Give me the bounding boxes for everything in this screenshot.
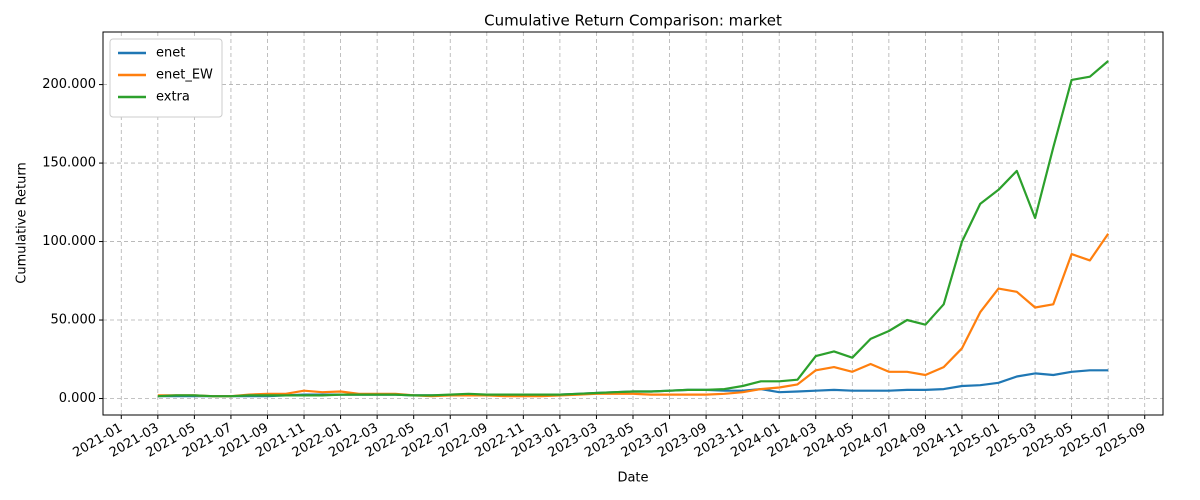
y-tick-label: 150.000 xyxy=(42,156,96,171)
x-axis-label: Date xyxy=(617,471,648,486)
y-tick-label: 100.000 xyxy=(42,234,96,249)
series-line xyxy=(157,233,1110,398)
legend-label: extra xyxy=(156,90,190,105)
y-tick-label: 200.000 xyxy=(42,77,96,92)
y-tick-label: 0.000 xyxy=(59,391,96,406)
legend-label: enet xyxy=(156,46,185,61)
legend-label: enet_EW xyxy=(156,68,213,83)
plot-frame xyxy=(102,31,1164,416)
y-tick-label: 50.000 xyxy=(51,313,97,328)
y-axis-label: Cumulative Return xyxy=(15,162,30,283)
chart-title: Cumulative Return Comparison: market xyxy=(484,12,782,30)
series-line xyxy=(157,60,1109,398)
